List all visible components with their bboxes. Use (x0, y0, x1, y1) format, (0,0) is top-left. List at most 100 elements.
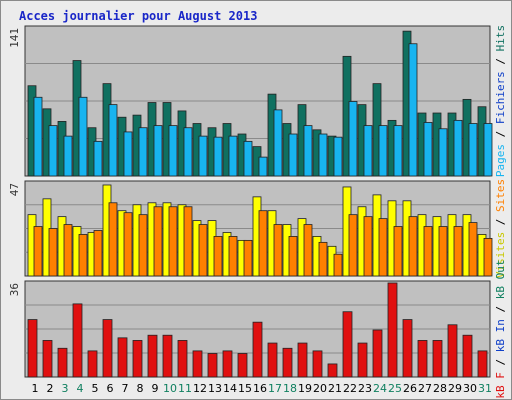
bar-fichiers-day-3 (63, 135, 73, 177)
bar-kb-f-day-10 (162, 334, 173, 378)
bar-sites-day-16 (258, 210, 268, 277)
bar-kb-f-day-25 (387, 282, 398, 378)
bar-fichiers-day-21 (333, 136, 343, 177)
day-label-23: 23 (358, 382, 372, 395)
bar-kb-f-day-30 (462, 334, 473, 378)
day-label-25: 25 (388, 382, 402, 395)
day-label-4: 4 (77, 382, 84, 395)
bar-fichiers-day-13 (213, 136, 223, 177)
day-label-16: 16 (253, 382, 267, 395)
bar-sites-day-1 (33, 226, 43, 277)
bar-sites-day-8 (138, 214, 148, 277)
axis-label-part: Sites (494, 179, 507, 212)
bar-fichiers-day-4 (78, 96, 88, 177)
axis-label-top: Pages / Fichiers / Hits (494, 25, 507, 177)
bar-sites-day-17 (273, 224, 283, 277)
bar-sites-day-6 (108, 202, 118, 277)
bar-sites-day-28 (438, 226, 448, 277)
day-label-2: 2 (47, 382, 54, 395)
bar-fichiers-day-25 (393, 125, 403, 177)
bar-sites-day-26 (408, 216, 418, 277)
axis-label-part: / (494, 124, 507, 144)
day-label-18: 18 (283, 382, 297, 395)
bar-sites-day-10 (168, 206, 178, 277)
bar-kb-f-day-2 (42, 340, 53, 378)
day-label-11: 11 (178, 382, 192, 395)
day-label-12: 12 (193, 382, 207, 395)
bar-fichiers-day-28 (438, 128, 448, 177)
day-label-29: 29 (448, 382, 462, 395)
bar-fichiers-day-30 (468, 123, 478, 177)
bar-kb-f-day-15 (237, 353, 248, 378)
max-label-middle: 47 (8, 183, 21, 196)
bar-fichiers-day-5 (93, 140, 103, 177)
bar-fichiers-day-22 (348, 101, 358, 177)
bar-sites-day-31 (483, 238, 493, 277)
day-label-22: 22 (343, 382, 357, 395)
bar-fichiers-day-1 (33, 96, 43, 177)
bar-kb-f-day-29 (447, 324, 458, 378)
bar-fichiers-day-16 (258, 156, 268, 177)
bar-fichiers-day-2 (48, 125, 58, 177)
axis-label-part: / (494, 51, 507, 71)
bar-kb-f-day-14 (222, 350, 233, 378)
bar-fichiers-day-10 (168, 125, 178, 177)
max-label-bottom: 36 (8, 283, 21, 296)
bar-fichiers-day-8 (138, 127, 148, 177)
bar-kb-f-day-23 (357, 342, 368, 378)
bar-kb-f-day-22 (342, 311, 353, 378)
bar-sites-day-22 (348, 214, 358, 277)
bar-kb-f-day-24 (372, 329, 383, 378)
axis-label-part: Fichiers (494, 71, 507, 124)
bar-kb-f-day-12 (192, 350, 203, 378)
day-label-24: 24 (373, 382, 387, 395)
axis-label-part: Pages (494, 144, 507, 177)
bar-fichiers-day-9 (153, 125, 163, 177)
bar-sites-day-12 (198, 224, 208, 277)
bar-kb-f-day-20 (312, 350, 323, 378)
bar-fichiers-day-6 (108, 104, 118, 177)
bar-sites-day-25 (393, 226, 403, 277)
day-label-26: 26 (403, 382, 417, 395)
bar-kb-f-day-5 (87, 350, 98, 378)
bar-kb-f-day-27 (417, 340, 428, 378)
day-label-6: 6 (107, 382, 114, 395)
bar-sites-day-27 (423, 226, 433, 277)
bar-sites-day-3 (63, 224, 73, 277)
bar-fichiers-day-19 (303, 125, 313, 177)
axis-label-part: kB Out (494, 259, 507, 299)
axis-label-part: / (494, 352, 507, 372)
day-label-5: 5 (92, 382, 99, 395)
day-label-20: 20 (313, 382, 327, 395)
bar-kb-f-day-31 (477, 350, 488, 378)
bar-sites-day-24 (378, 218, 388, 277)
day-label-27: 27 (418, 382, 432, 395)
bar-kb-f-day-18 (282, 347, 293, 378)
day-label-8: 8 (137, 382, 144, 395)
bar-sites-day-18 (288, 236, 298, 277)
bar-sites-day-5 (93, 230, 103, 277)
day-label-17: 17 (268, 382, 282, 395)
bar-sites-day-4 (78, 234, 88, 277)
bar-kb-f-day-4 (72, 303, 83, 378)
day-label-19: 19 (298, 382, 312, 395)
bar-sites-day-2 (48, 228, 58, 277)
bar-fichiers-day-15 (243, 140, 253, 177)
bar-kb-f-day-13 (207, 353, 218, 378)
bar-sites-day-13 (213, 236, 223, 277)
bar-sites-day-7 (123, 212, 133, 277)
axis-label-middle: Visites / Sites (494, 179, 507, 278)
bar-fichiers-day-26 (408, 43, 418, 177)
bar-sites-day-19 (303, 224, 313, 277)
bar-kb-f-day-9 (147, 334, 158, 378)
bar-sites-day-20 (318, 241, 328, 277)
day-label-9: 9 (152, 382, 159, 395)
axis-label-bottom: kB F / kB In / kB Out (494, 259, 507, 398)
bar-fichiers-day-14 (228, 135, 238, 177)
axis-label-part: / (494, 212, 507, 232)
day-label-31: 31 (478, 382, 492, 395)
day-label-14: 14 (223, 382, 237, 395)
bar-kb-f-day-26 (402, 319, 413, 378)
bar-kb-f-day-28 (432, 340, 443, 378)
